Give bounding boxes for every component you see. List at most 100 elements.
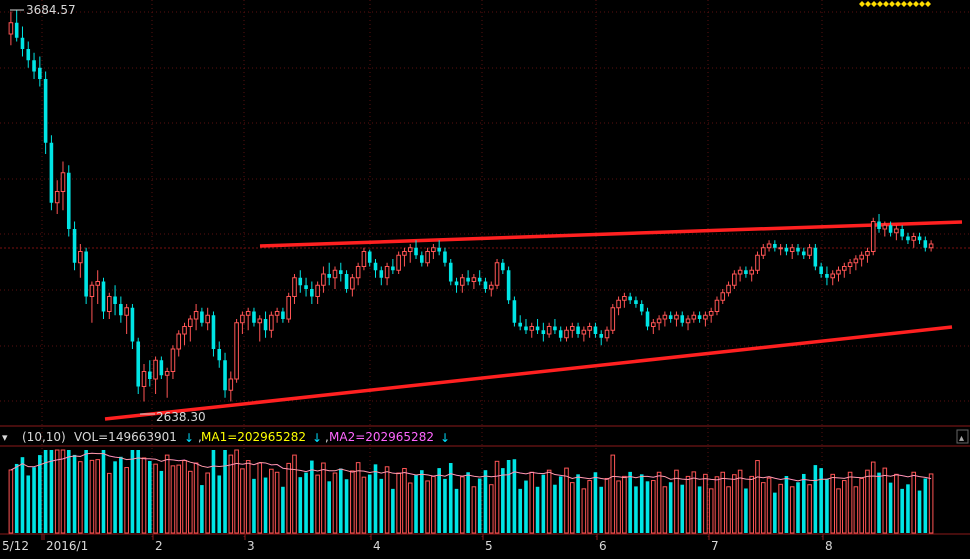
support-trendline [104, 325, 953, 421]
panel-menu-button[interactable] [956, 429, 969, 444]
trendlines [104, 220, 963, 421]
volume-bar [182, 460, 187, 534]
candle [865, 247, 870, 263]
candle-body [882, 224, 888, 230]
candle [599, 330, 604, 346]
candle [407, 244, 413, 263]
candle [234, 319, 239, 383]
candle-body [20, 37, 25, 49]
toolbar-diamonds-icon[interactable] [859, 1, 931, 7]
candle-body [662, 314, 668, 320]
candle-body [813, 247, 818, 267]
candle [726, 281, 731, 297]
volume-bar [315, 474, 320, 534]
volume-bar [176, 464, 182, 534]
candle [263, 311, 268, 338]
volume-bar [900, 488, 904, 533]
candle-body [60, 172, 66, 192]
candle [847, 259, 853, 274]
candle [153, 356, 158, 394]
volume-bar [240, 468, 245, 534]
candle-body [923, 240, 928, 248]
volume-bar [882, 467, 888, 534]
volume-bar [720, 471, 726, 534]
candle-body [564, 329, 569, 339]
candle-body [384, 266, 390, 279]
candle-body [454, 281, 459, 286]
volume-bar [836, 488, 841, 534]
volume-bar [26, 475, 31, 533]
candle [685, 315, 691, 331]
candle-body [576, 326, 580, 334]
candle-body [443, 251, 447, 263]
candle-body [488, 284, 494, 290]
volume-bar [113, 461, 117, 533]
candle-body [651, 322, 656, 327]
candle [529, 322, 535, 338]
volume-bar [576, 474, 580, 533]
volume-bars [8, 449, 934, 534]
volume-bar [841, 480, 847, 534]
volume-bar [813, 465, 818, 533]
candle-body [501, 262, 505, 271]
volume-bar [906, 484, 910, 533]
volume-bar [853, 486, 859, 534]
candle-body [685, 318, 691, 324]
volume-value: VOL=149663901 [74, 430, 177, 444]
candle-body [402, 251, 407, 256]
candle-body [796, 247, 800, 252]
candle-body [95, 281, 101, 286]
volume-bar [136, 450, 141, 533]
volume-bar [298, 477, 303, 533]
volume-bar [141, 457, 147, 534]
candle [593, 322, 598, 338]
candle-body [569, 326, 575, 331]
candle [923, 236, 928, 252]
candle-body [888, 225, 893, 233]
candle-body [332, 269, 338, 279]
volume-bar [84, 450, 88, 533]
candle-body [894, 228, 899, 234]
candle-body [315, 284, 320, 297]
candle [744, 266, 748, 278]
candle [72, 221, 77, 271]
candle [245, 307, 251, 331]
candle [778, 244, 783, 256]
candle [466, 270, 470, 286]
x-axis-label: 7 [711, 539, 719, 553]
candle [483, 277, 488, 293]
candle-body [836, 269, 841, 275]
candle-body [200, 311, 204, 323]
candle-body [506, 270, 511, 301]
candle [628, 292, 632, 304]
volume-bar [697, 486, 702, 533]
volume-bar [49, 450, 54, 533]
candle-body [697, 315, 702, 319]
candle [894, 225, 899, 241]
candle-body [361, 251, 367, 267]
volume-bar [292, 454, 297, 534]
candle [321, 266, 326, 293]
candle-body [8, 22, 14, 35]
volume-bar [188, 470, 193, 534]
candle-body [78, 251, 83, 264]
candle-body [708, 311, 714, 316]
candle-body [847, 262, 853, 267]
candle [448, 259, 453, 286]
candle-body [853, 258, 859, 264]
diamond-icon [919, 1, 925, 7]
candle [391, 259, 395, 274]
candle [928, 240, 934, 252]
dropdown-caret-icon[interactable]: ▾ [2, 431, 8, 444]
volume-bar [830, 473, 836, 534]
volume-bar [43, 450, 48, 533]
candle-body [159, 360, 164, 376]
volume-bar [524, 480, 528, 533]
candle-body [263, 319, 268, 331]
volume-bar [760, 482, 766, 534]
candle-body [425, 251, 430, 264]
candle [870, 217, 876, 256]
candle-body [680, 315, 685, 323]
candle [205, 307, 210, 331]
candle [164, 367, 170, 398]
